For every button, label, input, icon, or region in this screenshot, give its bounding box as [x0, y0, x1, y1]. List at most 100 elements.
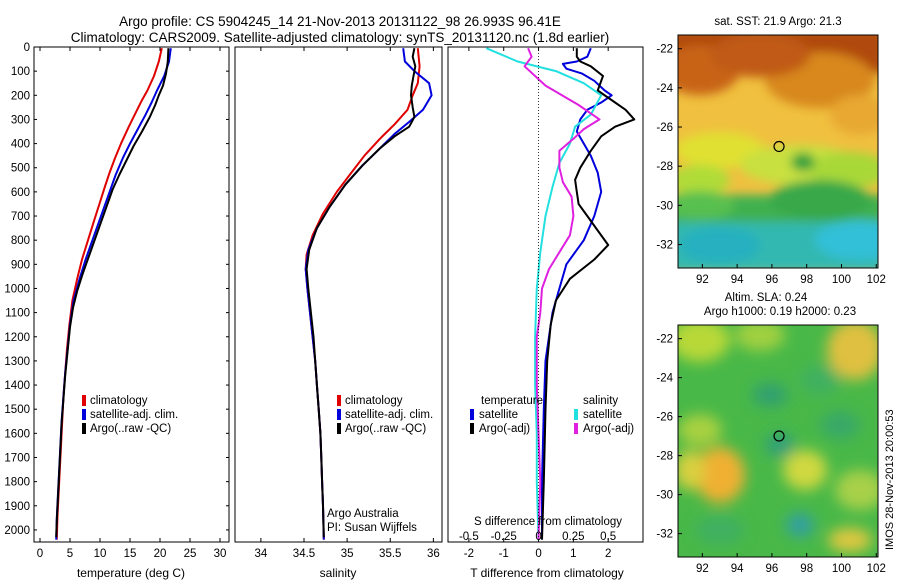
sla-map-frame: [677, 324, 879, 558]
map-y-tick-label: -32: [656, 529, 673, 541]
legend-swatch: [470, 423, 474, 434]
sst-map-title: sat. SST: 21.9 Argo: 21.3: [714, 16, 841, 28]
map-x-tick-label: 92: [696, 563, 709, 575]
depth-tick-label: 1500: [4, 404, 30, 416]
sla-map-title: Altim. SLA: 0.24: [725, 292, 808, 304]
temperature-panel: 0 5 10 15 20 25 30 climatology satellite-adj. cl…: [37, 47, 227, 560]
depth-tick-label: 1600: [4, 428, 30, 440]
legend-label: Argo(..raw -QC): [345, 423, 426, 435]
series-line: [304, 48, 421, 540]
depth-tick-label: 800: [11, 235, 30, 247]
map-y-tick-label: -24: [656, 373, 673, 385]
imos-stamp: IMOS 28-Nov-2013 20:00:53: [884, 409, 896, 550]
map-y-tick-label: -28: [656, 451, 673, 463]
depth-tick-label: 400: [11, 139, 30, 151]
x-tick-label: 5: [67, 548, 73, 560]
legend-label: Argo(-adj): [479, 423, 530, 435]
pi-text: PI: Susan Wijffels: [327, 522, 417, 534]
series-line: [55, 48, 170, 538]
series-line: [523, 47, 601, 540]
sst-map-frame: [677, 34, 879, 269]
legend-swatch: [82, 395, 86, 406]
legend-swatch: [82, 409, 86, 420]
x-tick-label: -2: [464, 548, 474, 560]
map-y-tick-label: -26: [656, 122, 673, 134]
legend-title-salinity: salinity: [583, 395, 618, 407]
map-x-tick-label: 94: [731, 274, 744, 286]
series-line: [541, 48, 636, 540]
series-line: [305, 48, 417, 538]
legend-label: satellite: [583, 409, 622, 421]
depth-tick-label: 1800: [4, 477, 30, 489]
credit-text: Argo Australia: [327, 508, 399, 520]
map-x-tick-label: 94: [731, 563, 744, 575]
x-tick-label: 0: [37, 548, 43, 560]
map-x-tick-label: 98: [800, 563, 813, 575]
map-x-tick-label: 102: [867, 274, 886, 286]
depth-tick-label: 1300: [4, 356, 30, 368]
depth-tick-label: 500: [11, 163, 30, 175]
depth-tick-label: 200: [11, 90, 30, 102]
legend-label: climatology: [90, 395, 148, 407]
depth-tick-label: 600: [11, 187, 30, 199]
map-x-tick-label: 92: [696, 274, 709, 286]
depth-tick-label: 900: [11, 259, 30, 271]
legend-swatch: [337, 395, 341, 406]
figure-title-line1: Argo profile: CS 5904245_14 21-Nov-2013 …: [119, 14, 561, 29]
x-tick-label: 30: [214, 548, 227, 560]
depth-tick-label: 100: [11, 66, 30, 78]
x-tick-label: 35: [341, 548, 354, 560]
legend-swatch: [337, 409, 341, 420]
legend-swatch: [574, 423, 578, 434]
legend-label: satellite-adj. clim.: [90, 409, 178, 421]
map-y-tick-label: -22: [656, 334, 673, 346]
map-y-tick-label: -30: [656, 490, 673, 502]
depth-tick-label: 2000: [4, 525, 30, 537]
map-y-tick-label: -30: [656, 200, 673, 212]
x-tick-label: 2: [605, 548, 611, 560]
map-x-tick-label: 98: [800, 274, 813, 286]
depth-axis: 0 100 200 300 400 500 600 700 800 900 1000 1100 1200…: [4, 42, 229, 537]
x-tick-label: 34.5: [293, 548, 315, 560]
depth-tick-label: 1700: [4, 452, 30, 464]
series-line: [485, 47, 603, 540]
x-tick-label: -1: [499, 548, 509, 560]
legend-label: Argo(..raw -QC): [90, 423, 171, 435]
depth-tick-label: 1900: [4, 501, 30, 513]
map-x-tick-label: 100: [832, 274, 851, 286]
difference-axes: [447, 46, 644, 543]
map-x-tick-label: 102: [867, 563, 886, 575]
legend-swatch: [574, 409, 578, 420]
top-tick-label: -0.5: [459, 531, 479, 543]
legend-swatch: [470, 409, 474, 420]
depth-tick-label: 0: [24, 42, 30, 54]
top-tick-label: 0: [535, 531, 541, 543]
difference-top-xlabel: S difference from climatology: [474, 516, 622, 528]
temperature-axes: [33, 46, 230, 543]
salinity-axes: [234, 46, 443, 543]
series-line: [541, 47, 613, 540]
legend-label: satellite-adj. clim.: [345, 409, 433, 421]
x-tick-label: 36: [427, 548, 440, 560]
sla-map-axes: 92 94 96 98 100 102 -22 -24 -26 -28 -30 -32: [656, 334, 885, 575]
x-tick-label: 35.5: [379, 548, 401, 560]
legend-label: satellite: [479, 409, 518, 421]
map-y-tick-label: -28: [656, 161, 673, 173]
sst-map-image: [678, 35, 878, 268]
figure-title-line2: Climatology: CARS2009. Satellite-adjuste…: [71, 30, 610, 45]
salinity-xlabel: salinity: [320, 566, 357, 580]
x-tick-label: 25: [184, 548, 197, 560]
top-tick-label: -0.25: [491, 531, 517, 543]
depth-tick-label: 300: [11, 114, 30, 126]
map-x-tick-label: 96: [766, 274, 779, 286]
x-tick-label: 10: [94, 548, 107, 560]
x-tick-label: 1: [570, 548, 576, 560]
map-x-tick-label: 96: [766, 563, 779, 575]
top-tick-label: 0.5: [600, 531, 616, 543]
legend-swatch: [337, 423, 341, 434]
x-tick-label: 0: [535, 548, 541, 560]
sla-profile-marker: [773, 430, 785, 442]
x-tick-label: 20: [154, 548, 167, 560]
legend-title-temperature: temperature: [481, 395, 543, 407]
